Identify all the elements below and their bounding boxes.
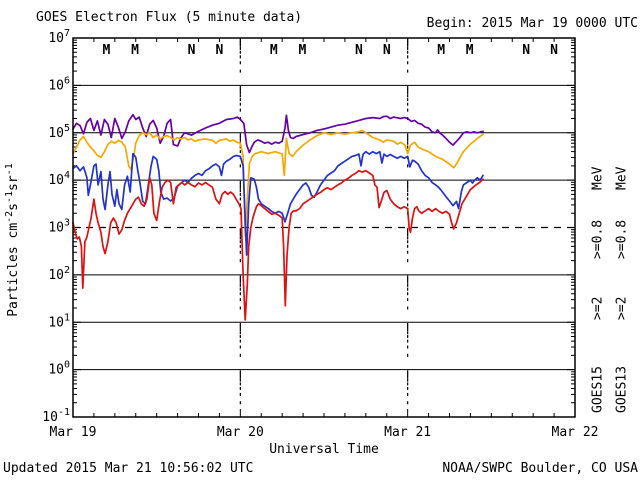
legend-goes13-satellite: GOES13 bbox=[615, 366, 630, 413]
legend-goes15-ge08: >=0.8 bbox=[591, 220, 606, 259]
x-axis-title: Universal Time bbox=[269, 442, 379, 457]
begin-timestamp: Begin: 2015 Mar 19 0000 UTC bbox=[427, 16, 638, 31]
y-tick-label: 107 bbox=[48, 28, 70, 46]
legend-goes13-ge08: >=0.8 bbox=[615, 220, 630, 259]
midnight-noon-marker: N bbox=[188, 43, 196, 58]
legend-goes13-unit: MeV bbox=[615, 166, 630, 190]
legend-goes13: GOES13 >=2 >=0.8 MeV bbox=[615, 166, 630, 413]
y-tick-label: 103 bbox=[48, 218, 70, 236]
midnight-noon-marker: N bbox=[522, 43, 530, 58]
midnight-noon-marker: M bbox=[437, 43, 445, 58]
y-tick-label: 102 bbox=[48, 265, 70, 283]
legend-goes15: GOES15 >=2 >=0.8 MeV bbox=[591, 166, 606, 413]
y-tick-label: 106 bbox=[48, 75, 70, 93]
midnight-noon-marker: N bbox=[383, 43, 391, 58]
x-tick-label: Mar 21 bbox=[384, 425, 431, 440]
updated-timestamp: Updated 2015 Mar 21 10:56:02 UTC bbox=[3, 461, 253, 476]
legend-goes15-unit: MeV bbox=[591, 166, 606, 190]
series-goes13-2-mev bbox=[72, 169, 484, 321]
midnight-noon-marker: N bbox=[355, 43, 363, 58]
y-tick-label: 104 bbox=[48, 170, 70, 188]
credit-label: NOAA/SWPC Boulder, CO USA bbox=[442, 461, 638, 476]
legend-goes15-ge2: >=2 bbox=[591, 297, 606, 320]
y-tick-label: 105 bbox=[48, 123, 70, 141]
midnight-noon-marker: N bbox=[216, 43, 224, 58]
x-tick-label: Mar 19 bbox=[50, 425, 97, 440]
y-tick-label: 10-1 bbox=[42, 407, 70, 425]
series-goes15-2-mev bbox=[72, 150, 484, 256]
plot-frame bbox=[72, 37, 576, 418]
midnight-noon-marker: M bbox=[466, 43, 474, 58]
y-axis-title: Particles cm-2s-1sr-1 bbox=[4, 163, 21, 317]
x-tick-label: Mar 20 bbox=[217, 425, 264, 440]
series-goes13-0-8-mev bbox=[72, 129, 484, 237]
series-goes15-0-8-mev bbox=[72, 113, 484, 154]
midnight-noon-marker: M bbox=[103, 43, 111, 58]
legend-goes15-satellite: GOES15 bbox=[591, 366, 606, 413]
legend-goes13-ge2: >=2 bbox=[615, 297, 630, 320]
y-tick-label: 101 bbox=[48, 312, 70, 330]
chart-title: GOES Electron Flux (5 minute data) bbox=[36, 10, 302, 25]
midnight-noon-marker: N bbox=[550, 43, 558, 58]
y-tick-label: 100 bbox=[48, 360, 70, 378]
midnight-noon-marker: M bbox=[298, 43, 306, 58]
midnight-noon-marker: M bbox=[270, 43, 278, 58]
midnight-noon-marker: M bbox=[131, 43, 139, 58]
x-tick-label: Mar 22 bbox=[552, 425, 599, 440]
